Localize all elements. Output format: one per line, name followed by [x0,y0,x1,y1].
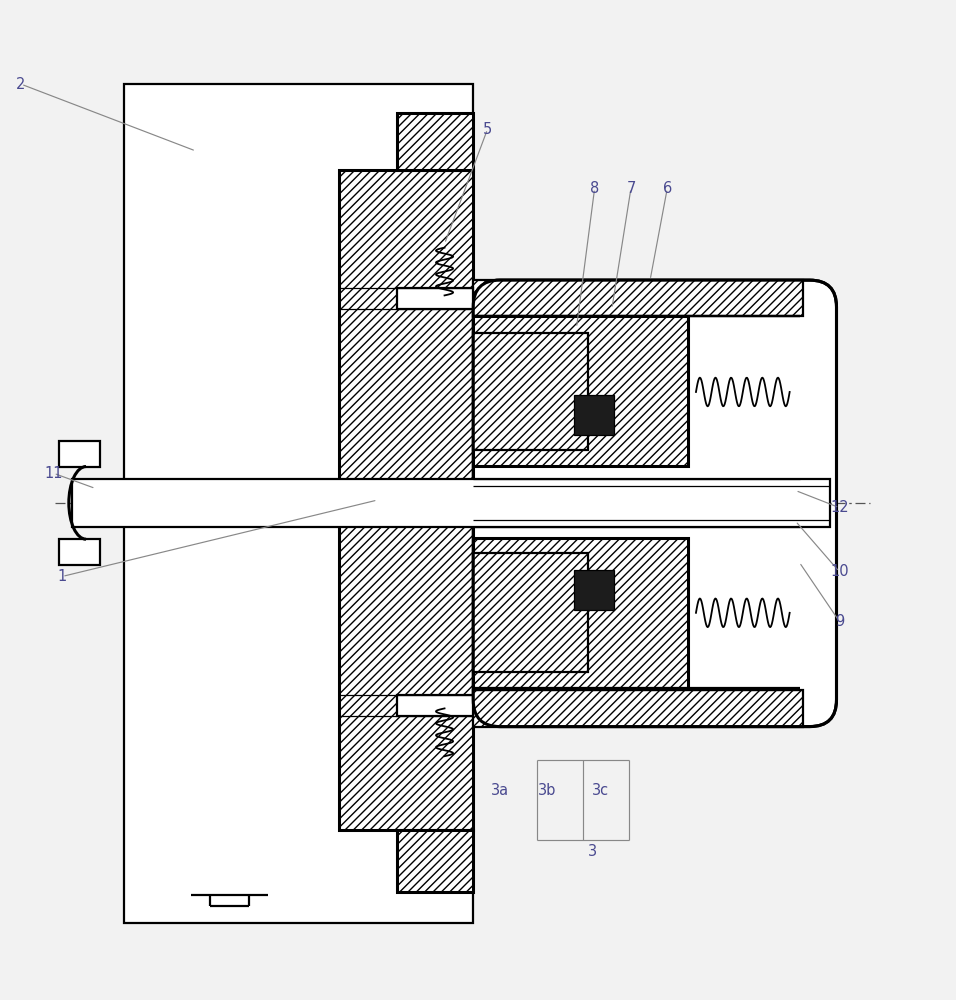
FancyBboxPatch shape [473,280,836,727]
Polygon shape [574,395,614,435]
Polygon shape [59,441,100,467]
Polygon shape [473,538,688,688]
Polygon shape [473,690,803,727]
Polygon shape [59,539,100,565]
Text: 6: 6 [663,181,672,196]
Polygon shape [397,113,473,170]
Polygon shape [397,695,473,716]
Text: 2: 2 [16,77,26,92]
Polygon shape [124,84,473,923]
Polygon shape [473,316,688,466]
Text: 10: 10 [830,564,849,579]
Text: 3: 3 [588,844,598,859]
Text: 8: 8 [590,181,599,196]
Text: 7: 7 [626,181,636,196]
Polygon shape [72,479,830,527]
Text: 11: 11 [44,466,63,481]
Polygon shape [397,830,473,892]
Text: 1: 1 [57,569,67,584]
Text: 3c: 3c [592,783,609,798]
Polygon shape [473,280,803,316]
Polygon shape [574,570,614,610]
Polygon shape [339,170,473,830]
Text: 9: 9 [835,614,844,629]
Text: 3b: 3b [537,783,556,798]
Polygon shape [473,553,588,672]
Polygon shape [397,288,473,309]
Polygon shape [57,51,918,940]
Polygon shape [473,333,588,450]
Text: 5: 5 [483,122,492,137]
Text: 12: 12 [830,500,849,515]
Text: 3a: 3a [491,783,509,798]
